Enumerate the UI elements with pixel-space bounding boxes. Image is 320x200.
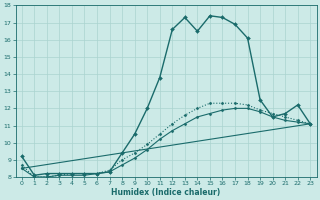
X-axis label: Humidex (Indice chaleur): Humidex (Indice chaleur) — [111, 188, 221, 197]
